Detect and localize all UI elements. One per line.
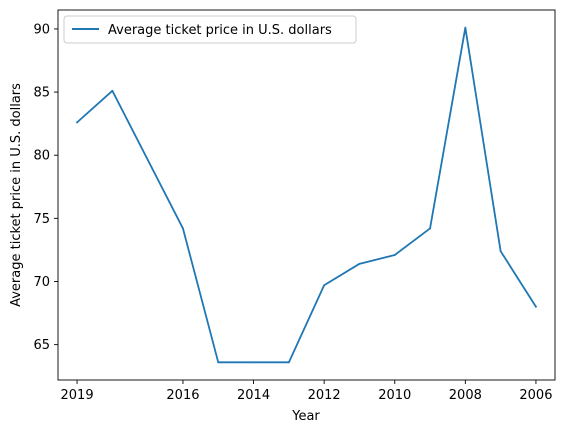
legend-box xyxy=(63,15,357,44)
y-axis-label: Average ticket price in U.S. dollars xyxy=(9,83,24,307)
data-point xyxy=(429,227,431,230)
legend: Average ticket price in U.S. dollars xyxy=(63,15,357,44)
data-point xyxy=(217,361,220,364)
y-axis: 65 70 75 80 85 90 xyxy=(33,22,58,353)
data-point xyxy=(182,227,184,230)
legend-series-label: Average ticket price in U.S. dollars xyxy=(108,23,332,38)
x-axis: 2019 2016 2014 2012 2010 2008 2006 xyxy=(61,380,552,403)
y-tick-label: 70 xyxy=(33,275,50,290)
x-tick-label: 2006 xyxy=(519,388,552,403)
data-point xyxy=(393,254,396,256)
data-point xyxy=(252,361,255,364)
y-tick-label: 80 xyxy=(33,149,50,164)
x-tick-label: 2019 xyxy=(61,388,94,403)
y-tick-label: 75 xyxy=(33,212,50,227)
data-point xyxy=(111,89,114,92)
data-point xyxy=(323,284,326,287)
data-point xyxy=(76,121,78,124)
y-tick-label: 85 xyxy=(33,86,50,101)
x-tick-label: 2014 xyxy=(237,388,270,403)
series-line xyxy=(76,26,537,364)
x-tick-label: 2016 xyxy=(166,388,199,403)
data-point xyxy=(499,250,502,253)
data-point xyxy=(287,361,290,364)
x-tick-label: 2010 xyxy=(378,388,411,403)
plot-area-frame xyxy=(57,9,556,381)
data-point xyxy=(464,26,467,29)
series-layer xyxy=(76,26,537,364)
x-tick-label: 2008 xyxy=(449,388,482,403)
data-point xyxy=(358,262,361,265)
y-tick-label: 90 xyxy=(33,22,50,37)
x-tick-label: 2012 xyxy=(308,388,341,403)
data-point xyxy=(535,305,537,308)
x-axis-label: Year xyxy=(291,409,320,424)
y-tick-label: 65 xyxy=(33,338,50,353)
